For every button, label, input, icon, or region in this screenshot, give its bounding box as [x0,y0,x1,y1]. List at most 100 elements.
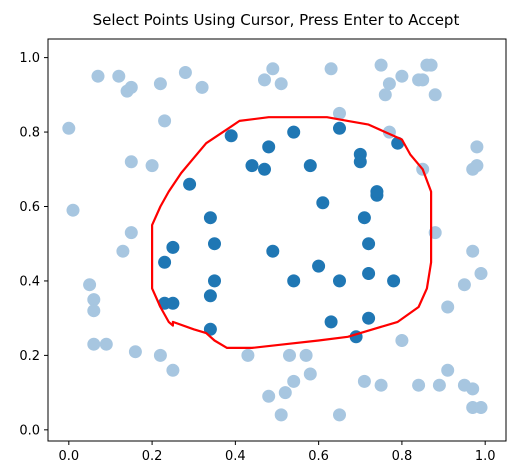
unselected-point-6 [195,80,209,94]
selected-point-0 [224,129,238,143]
unselected-point-10 [324,62,338,76]
plot-area[interactable] [62,58,488,422]
unselected-point-25 [124,155,138,169]
unselected-point-12 [374,58,388,72]
unselected-point-47 [282,348,296,362]
y-tick-label-5: 1.0 [19,51,40,66]
unselected-point-53 [395,333,409,347]
unselected-point-5 [178,66,192,80]
selected-point-23 [287,274,301,288]
selected-point-8 [257,162,271,176]
selected-point-10 [183,177,197,191]
selected-point-24 [332,274,346,288]
x-tick-label-1: 0.2 [142,449,163,464]
y-tick-label-1: 0.2 [19,349,40,364]
unselected-point-54 [412,378,426,392]
unselected-point-4 [153,77,167,91]
unselected-point-51 [357,374,371,388]
unselected-point-35 [83,278,97,292]
unselected-point-52 [374,378,388,392]
unselected-point-44 [153,348,167,362]
selected-point-26 [387,274,401,288]
unselected-point-30 [66,203,80,217]
selected-points [158,121,405,344]
unselected-point-7 [257,73,271,87]
x-tick-label-5: 1.0 [475,449,496,464]
selected-point-14 [203,211,217,225]
y-tick-label-2: 0.4 [19,274,40,289]
x-tick-label-0: 0.0 [58,449,79,464]
unselected-point-3 [124,80,138,94]
selected-point-18 [266,244,280,258]
unselected-point-50 [287,374,301,388]
unselected-point-48 [299,348,313,362]
unselected-point-49 [303,367,317,381]
selected-point-25 [362,266,376,280]
y-tick-label-4: 0.8 [19,126,40,141]
selected-point-31 [362,311,376,325]
unselected-point-1 [112,69,126,83]
x-tick-label-3: 0.6 [308,449,329,464]
unselected-point-29 [470,159,484,173]
unselected-point-20 [428,88,442,102]
axes-frame [47,38,507,442]
unselected-point-46 [241,348,255,362]
unselected-point-58 [466,382,480,396]
unselected-point-0 [91,69,105,83]
selected-point-16 [166,240,180,254]
unselected-point-40 [441,300,455,314]
unselected-point-21 [62,121,76,135]
unselected-point-56 [441,363,455,377]
x-tick-label-4: 0.8 [392,449,413,464]
unselected-point-9 [274,77,288,91]
unselected-point-37 [474,266,488,280]
unselected-point-26 [145,159,159,173]
unselected-point-61 [274,408,288,422]
unselected-point-14 [378,88,392,102]
lasso-selection-path [151,116,433,349]
selected-point-1 [262,140,276,154]
unselected-point-22 [158,114,172,128]
unselected-point-13 [382,77,396,91]
unselected-point-62 [332,408,346,422]
selected-point-22 [208,274,222,288]
selected-point-2 [287,125,301,139]
unselected-point-42 [99,337,113,351]
unselected-point-15 [395,69,409,83]
selected-point-19 [362,237,376,251]
unselected-point-38 [87,293,101,307]
selected-point-20 [158,255,172,269]
unselected-point-34 [466,244,480,258]
unselected-point-19 [424,58,438,72]
unselected-point-39 [87,304,101,318]
selected-point-12 [370,185,384,199]
unselected-point-59 [262,389,276,403]
selected-point-13 [316,196,330,210]
y-tick-label-0: 0.0 [19,423,40,438]
unselected-point-60 [278,386,292,400]
unselected-points [62,58,488,422]
unselected-point-36 [457,278,471,292]
unselected-point-17 [416,73,430,87]
unselected-point-8 [266,62,280,76]
unselected-point-32 [116,244,130,258]
unselected-point-41 [87,337,101,351]
y-axis: 0.0 0.2 0.4 0.6 0.8 1.0 [19,51,48,438]
selected-point-21 [312,259,326,273]
unselected-point-24 [470,140,484,154]
y-tick-label-3: 0.6 [19,200,40,215]
selected-point-5 [353,155,367,169]
selected-point-27 [203,289,217,303]
selected-point-29 [166,296,180,310]
x-tick-label-2: 0.4 [225,449,246,464]
unselected-point-55 [432,378,446,392]
selected-point-3 [332,121,346,135]
selected-point-17 [208,237,222,251]
x-axis: 0.0 0.2 0.4 0.6 0.8 1.0 [58,441,496,464]
selected-point-7 [245,159,259,173]
chart-title: Select Points Using Cursor, Press Enter … [93,11,460,29]
selected-point-15 [357,211,371,225]
selected-point-30 [324,315,338,329]
